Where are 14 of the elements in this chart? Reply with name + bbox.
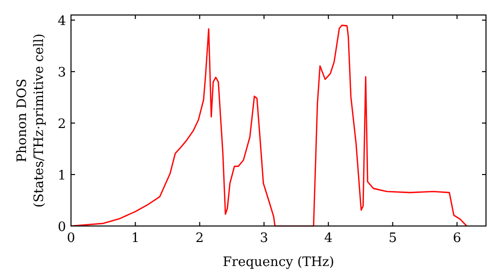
y-tick-label: 1 (58, 168, 66, 184)
y-axis-title: Phonon DOS (States/THz·primitive cell) (15, 33, 47, 208)
x-tick-label: 1 (131, 231, 140, 246)
y-tick-label: 4 (58, 14, 66, 30)
y-tick-label: 0 (58, 220, 66, 235)
y-tick-label: 3 (58, 66, 66, 81)
y-tick-label: 2 (58, 117, 66, 132)
x-tick-label: 6 (452, 231, 462, 246)
x-tick-label: 2 (196, 231, 204, 246)
x-tick-label: 4 (324, 231, 333, 246)
x-tick-label: 5 (388, 231, 397, 246)
x-tick-label: 3 (260, 231, 268, 246)
x-axis-title: Frequency (THz) (222, 255, 334, 270)
line-series (70, 24, 468, 227)
